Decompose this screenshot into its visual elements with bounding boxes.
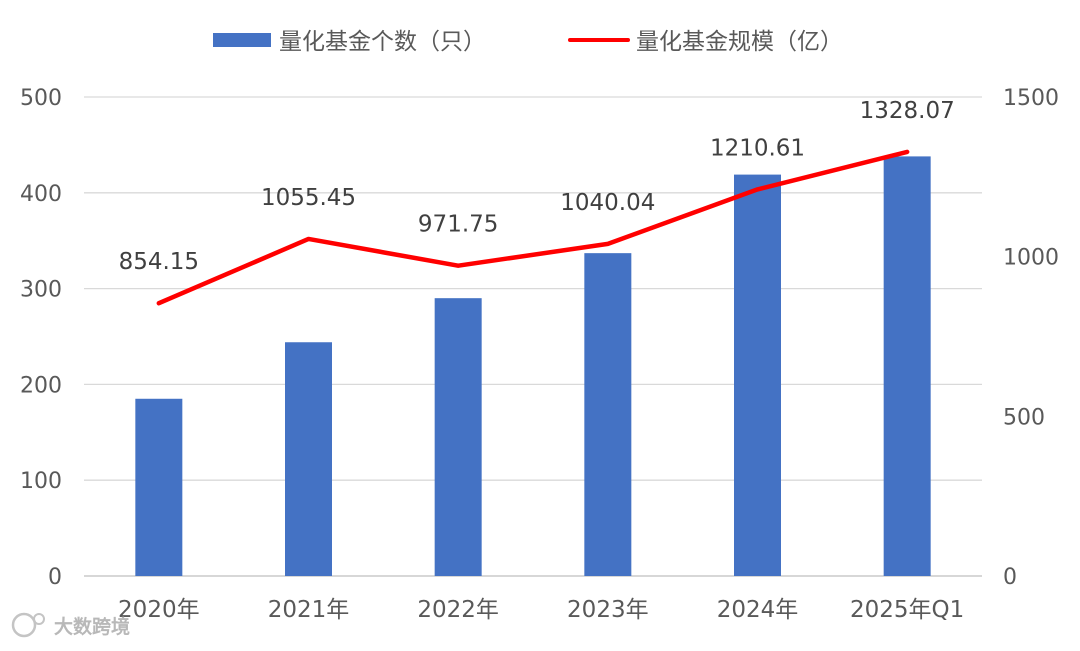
line-series [159,152,907,303]
y-left-tick-label: 400 [20,182,62,207]
x-tick-label: 2021年 [268,597,350,623]
bar [135,399,182,576]
line-data-label: 971.75 [418,212,498,238]
line-series-path [159,152,907,303]
x-tick-label: 2023年 [567,597,649,623]
legend-swatch-bar [213,33,271,47]
legend: 量化基金个数（只） 量化基金规模（亿） [213,29,843,55]
bar [435,298,482,576]
y-right-tick-label: 500 [1003,405,1045,430]
bar [285,342,332,576]
line-data-label: 1210.61 [710,135,805,161]
watermark-logo-dot-icon [34,614,44,624]
x-tick-label: 2024年 [717,597,799,623]
line-data-label: 1055.45 [261,185,356,211]
y-left-tick-label: 200 [20,373,62,398]
y-left-tick-label: 100 [20,469,62,494]
line-data-label: 1328.07 [860,98,955,124]
data-labels: 854.15 1055.45 971.75 1040.04 1210.61 1328.07 [119,98,955,275]
bar [734,175,781,576]
legend-label-line-series: 量化基金规模（亿） [636,29,843,55]
bar [584,253,631,576]
bar-series [135,156,930,576]
y-right-tick-label: 1500 [1003,86,1059,111]
y-right-tick-label: 1000 [1003,246,1059,271]
y-left-tick-label: 300 [20,278,62,303]
y-left-tick-label: 500 [20,86,62,111]
x-tick-label: 2022年 [417,597,499,623]
x-tick-label: 2020年 [118,597,200,623]
x-tick-label: 2025年Q1 [850,597,964,623]
y-left-tick-label: 0 [48,565,62,590]
line-data-label: 1040.04 [560,190,655,216]
watermark-logo-icon [13,614,35,636]
watermark: 大数跨境 [13,614,130,638]
bar [884,156,931,576]
legend-label-bar-series: 量化基金个数（只） [279,29,486,55]
line-data-label: 854.15 [119,249,199,275]
y-right-tick-label: 0 [1003,565,1017,590]
watermark-text: 大数跨境 [54,615,130,638]
